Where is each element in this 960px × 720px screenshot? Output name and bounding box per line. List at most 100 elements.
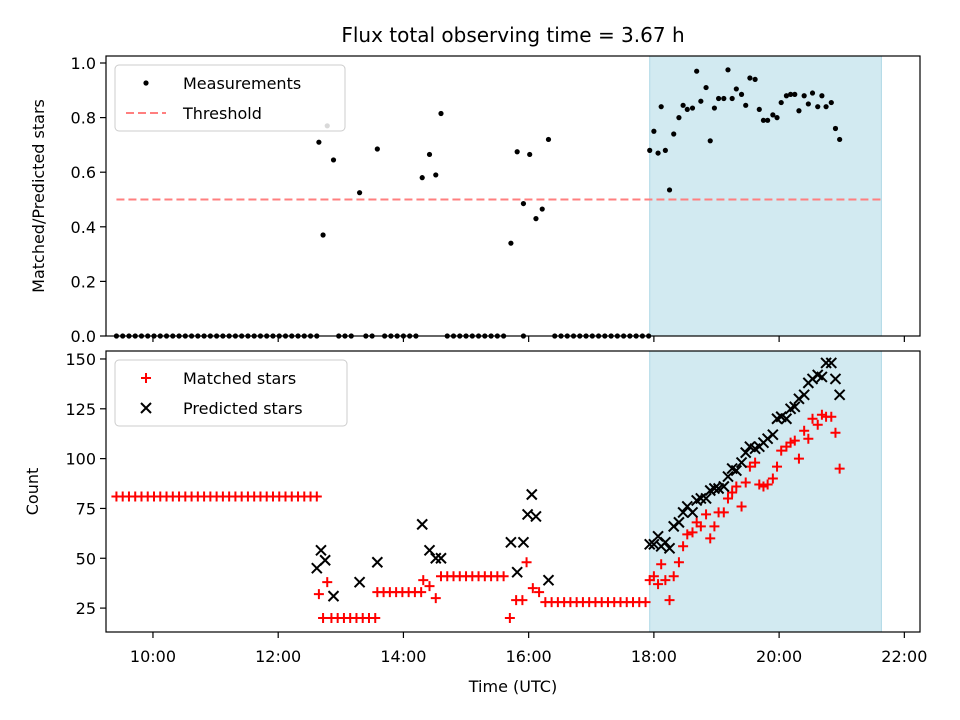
data-point xyxy=(539,206,545,212)
data-point-x xyxy=(673,516,685,529)
y-tick-label: 25 xyxy=(76,599,96,618)
data-point xyxy=(828,99,834,106)
data-point-plus xyxy=(534,587,545,598)
bottom-panel: 25 50 75 100 125 150 10:00 12:00 14:00 16:00 18:00… xyxy=(23,350,927,696)
data-point xyxy=(715,95,722,102)
data-point xyxy=(533,216,539,222)
data-point xyxy=(520,200,527,207)
legend-label: Measurements xyxy=(183,74,301,93)
legend-label: Matched stars xyxy=(183,369,296,388)
legend-item: Measurements xyxy=(143,74,301,93)
data-point-x xyxy=(423,544,436,556)
legend-box xyxy=(114,359,348,427)
data-point-plus xyxy=(430,593,441,604)
data-point-plus xyxy=(504,613,515,624)
data-point-plus xyxy=(664,595,675,606)
data-point-plus xyxy=(722,493,733,504)
data-point-x xyxy=(833,389,846,401)
data-point xyxy=(725,67,731,73)
data-point-x xyxy=(521,508,534,521)
data-point xyxy=(738,91,745,97)
data-point-x xyxy=(530,510,542,523)
x-tick-label: 12:00 xyxy=(255,647,301,666)
data-point-plus xyxy=(736,501,747,512)
data-point-plus xyxy=(776,445,787,456)
data-point-x xyxy=(780,413,793,425)
data-point-x xyxy=(820,357,832,369)
y-tick-label: 0.2 xyxy=(71,272,96,291)
data-point xyxy=(666,187,673,193)
data-point xyxy=(832,125,839,132)
data-point xyxy=(374,146,380,152)
data-point-x xyxy=(319,554,331,566)
data-point-plus xyxy=(789,435,800,446)
data-point-plus xyxy=(709,521,720,532)
data-point-x xyxy=(829,373,842,385)
data-point-x xyxy=(740,446,752,459)
data-point xyxy=(438,110,444,117)
legend: Matched stars Predicted stars xyxy=(114,359,348,427)
data-point xyxy=(729,95,735,102)
data-point xyxy=(676,115,682,121)
x-tick-label: 16:00 xyxy=(506,647,552,666)
data-point xyxy=(671,131,677,137)
data-point-plus xyxy=(673,557,684,568)
y-tick-label: 0.8 xyxy=(71,109,96,128)
data-point xyxy=(433,172,439,178)
legend-marker-plus xyxy=(141,373,151,383)
data-point-x xyxy=(708,482,721,495)
data-point-plus xyxy=(740,477,751,488)
data-point-x xyxy=(789,401,801,413)
data-point xyxy=(805,101,811,107)
data-point-x xyxy=(798,389,810,401)
data-point xyxy=(743,102,749,108)
data-point xyxy=(770,112,776,118)
y-tick-label: 50 xyxy=(76,549,96,568)
legend-label: Threshold xyxy=(182,104,262,123)
data-point-plus xyxy=(793,453,804,464)
axes-frame xyxy=(105,350,921,633)
data-point-plus xyxy=(668,571,679,582)
data-point xyxy=(823,104,829,110)
data-point-plus xyxy=(318,613,329,624)
data-point-plus xyxy=(527,583,538,594)
data-point-x xyxy=(416,518,428,531)
data-point-plus xyxy=(424,581,435,592)
data-point xyxy=(514,149,520,155)
data-point xyxy=(680,102,686,108)
y-tick-label: 150 xyxy=(65,350,96,369)
data-point-x xyxy=(695,492,707,505)
data-point-plus xyxy=(313,589,324,600)
data-point-x xyxy=(327,590,340,602)
data-point xyxy=(792,91,798,97)
data-point-x xyxy=(686,506,699,519)
data-point-x xyxy=(315,544,327,556)
data-point-plus xyxy=(416,587,427,598)
data-point xyxy=(527,151,533,158)
data-point xyxy=(747,75,753,81)
y-tick-label: 0.4 xyxy=(71,218,96,237)
data-point-x xyxy=(511,566,523,578)
data-point xyxy=(733,86,739,92)
data-point-plus xyxy=(678,541,689,552)
data-point xyxy=(658,104,664,110)
series-matched-stars xyxy=(111,409,845,624)
data-point-plus xyxy=(322,577,333,588)
x-tick-label: 20:00 xyxy=(756,647,802,666)
data-point xyxy=(694,68,700,74)
data-point-plus xyxy=(498,571,509,582)
legend: Measurements Threshold xyxy=(114,64,346,132)
data-point-x xyxy=(663,542,676,555)
y-axis-label: Matched/Predicted stars xyxy=(29,99,48,293)
y-tick-label: 125 xyxy=(65,400,96,419)
data-point-plus xyxy=(682,529,693,540)
data-point xyxy=(778,99,784,106)
data-point-plus xyxy=(418,575,429,586)
y-tick-label: 0.6 xyxy=(71,163,96,182)
data-point-x xyxy=(677,506,689,519)
data-point-plus xyxy=(701,509,712,520)
data-point xyxy=(320,232,326,238)
data-point-plus xyxy=(687,527,698,538)
data-point-x xyxy=(659,536,672,549)
